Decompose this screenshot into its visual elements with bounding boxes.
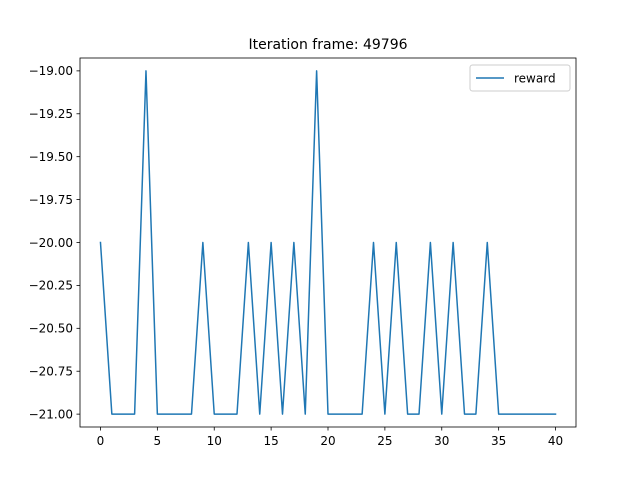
y-tick-label: −20.50 — [29, 322, 73, 336]
x-tick-label: 40 — [548, 434, 563, 448]
x-tick-label: 20 — [320, 434, 335, 448]
legend: reward — [469, 64, 571, 92]
axes: 0 5 10 15 20 25 30 35 40 −19.00 −19.25 −19.50 −19.75… — [29, 57, 577, 448]
y-tick-label: −19.00 — [29, 64, 73, 78]
y-tick-label: −20.25 — [29, 279, 73, 293]
axes-frame — [79, 57, 577, 428]
y-tick-label: −19.25 — [29, 107, 73, 121]
x-tick-label: 0 — [97, 434, 105, 448]
y-tick-label: −21.00 — [29, 407, 73, 421]
y-tick-label: −20.00 — [29, 236, 73, 250]
legend-box — [469, 64, 571, 92]
x-tick-label: 25 — [377, 434, 392, 448]
chart-title: Iteration frame: 49796 — [248, 37, 407, 53]
plot-area — [99, 70, 557, 415]
series-line-reward — [99, 70, 557, 415]
x-tick-label: 35 — [491, 434, 506, 448]
x-tick-label: 30 — [434, 434, 449, 448]
y-tick-label: −19.50 — [29, 150, 73, 164]
y-tick-label: −20.75 — [29, 365, 73, 379]
x-tick-label: 10 — [207, 434, 222, 448]
y-tick-label: −19.75 — [29, 193, 73, 207]
x-tick-label: 5 — [154, 434, 162, 448]
x-tick-label: 15 — [263, 434, 278, 448]
legend-label: reward — [514, 71, 556, 85]
